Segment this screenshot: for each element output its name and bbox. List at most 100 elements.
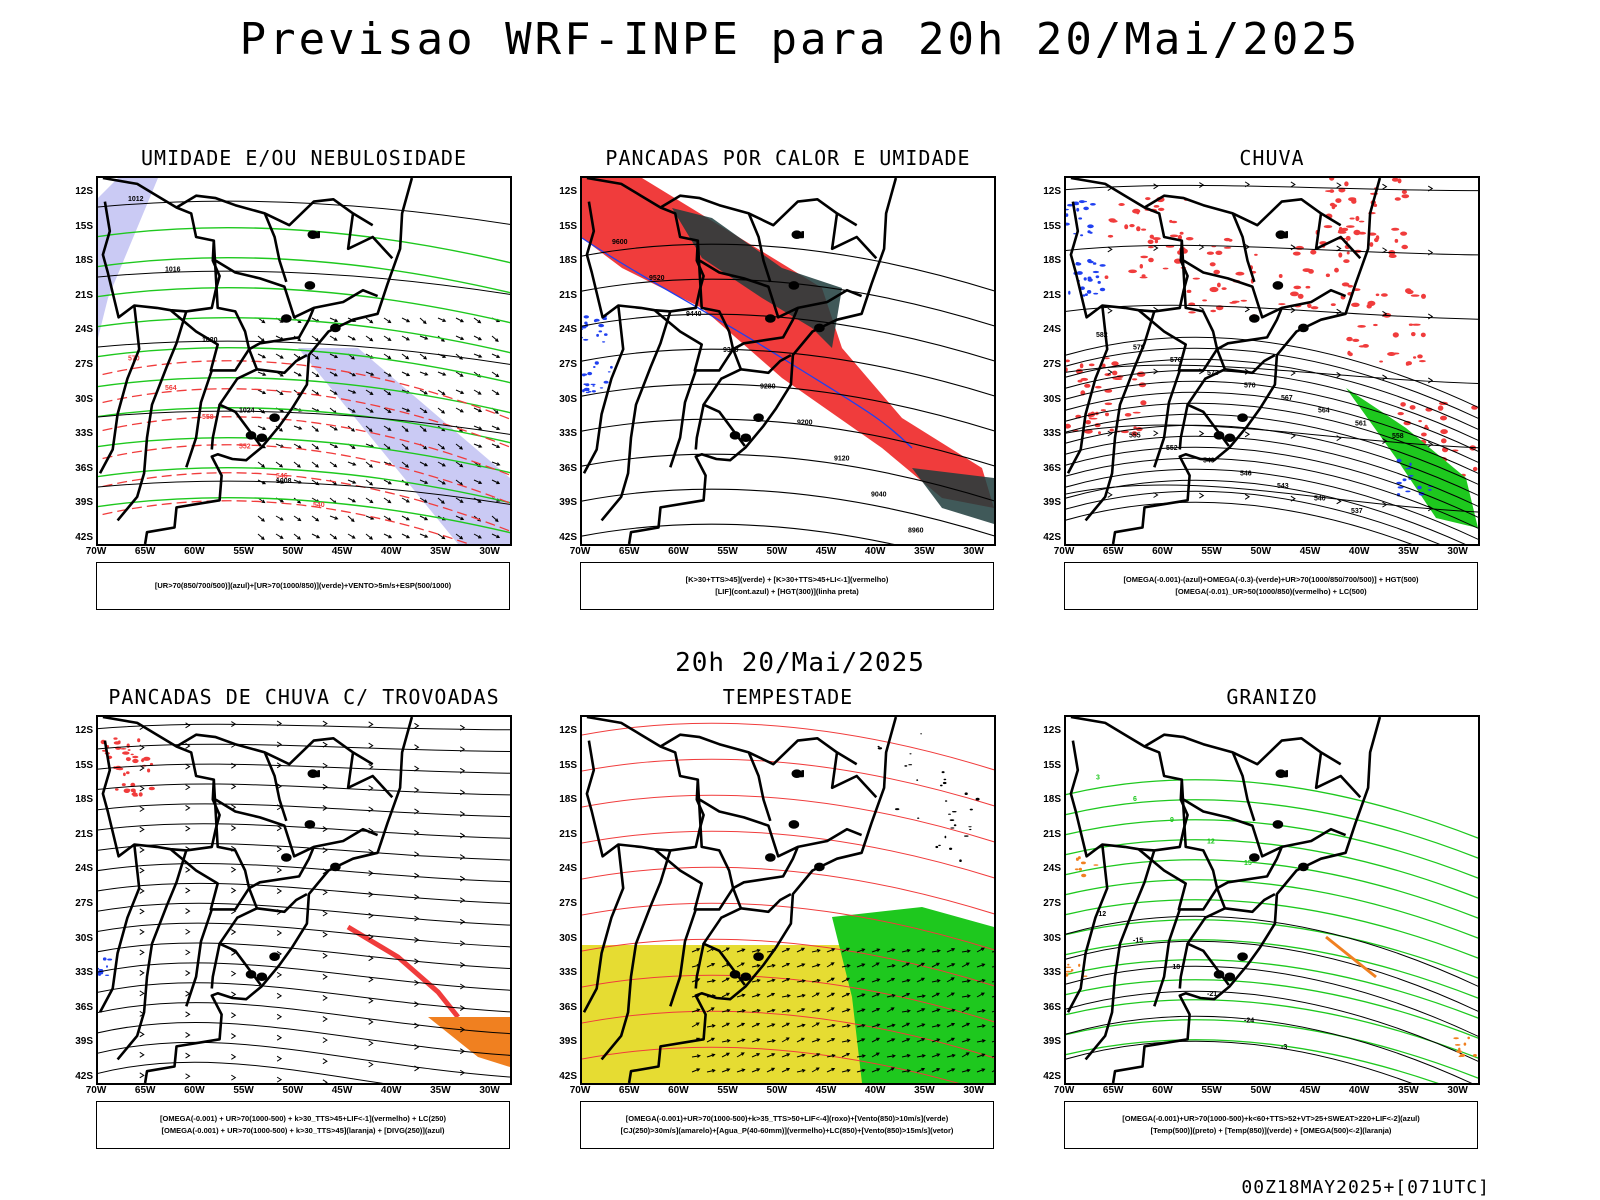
wind-vector [961,1007,970,1013]
flow-arrow [414,829,420,836]
wind-vector [383,533,393,539]
flow-arrow [185,825,191,832]
flow-arrow [368,742,374,749]
precipitable-water-contours-line [582,902,994,951]
political-border [210,404,221,450]
geopotential-300-contours-line [582,278,994,327]
thunderstorm-areas-cell [140,759,145,762]
wind-vector [976,1024,986,1028]
wind-vector [419,479,429,484]
weak-omega-spots-cell [1095,275,1100,279]
legend-line: [CJ(250)>30m/s](amarelo)+[Agua_P(40-60mm… [620,1126,954,1135]
political-border [218,348,262,447]
wind-vector [455,407,464,413]
political-border [659,194,858,227]
lat-tick-label: 15S [75,759,93,771]
wind-vector [886,1054,896,1058]
political-border [732,307,800,351]
wind-arrow-marks-cell [950,827,955,829]
wind-vector [961,979,971,983]
wind-vector [826,977,835,983]
lat-tick-label: 30S [1043,393,1061,405]
lake [1275,769,1287,778]
flow-arrow [185,887,191,894]
wind-vector [419,425,427,433]
rain-omega-areas-cell [1235,271,1245,276]
rain-omega-areas-cell [1325,273,1330,278]
contour-label: 1024 [239,408,255,415]
lon-tick-label: 40W [380,1085,402,1096]
political-border [1216,307,1284,351]
wind-arrow-marks-cell [948,813,951,815]
wind-vector [991,995,994,998]
rain-omega-areas-cell [1420,332,1426,338]
contour-label: 564 [165,385,177,392]
lifted-index-spots-cell [585,383,590,387]
contour-label: 1008 [276,478,292,485]
lake [307,769,319,778]
lat-tick-label: 12S [75,186,93,197]
streamline [98,823,510,839]
flow-arrow [1382,438,1388,444]
geopotential-300-contours-line [582,418,994,467]
flow-arrow [185,804,191,811]
lat-tick-label: 21S [1043,289,1061,301]
political-border [694,943,705,989]
rain-omega-areas-cell [1185,237,1194,241]
weak-omega-spots-cell [1068,290,1071,295]
rain-omega-areas-cell [1107,234,1114,238]
wind-vector [419,317,427,325]
wind-vector [916,962,926,968]
rain-omega-areas-cell [1066,367,1068,372]
rain-omega-areas-cell [1132,208,1141,214]
wind-vector [721,1022,731,1028]
wind-vector [329,389,338,395]
flow-arrow [1336,182,1342,189]
flow-arrow [1382,310,1388,317]
pressure-contours-line [98,270,510,295]
lat-tick-label: 36S [75,1001,93,1013]
contour-label: 8960 [908,528,924,535]
lon-tick-label: 35W [1398,546,1419,557]
divergence-spots [98,957,113,976]
political-border [1178,404,1189,450]
thunderstorm-areas-cell [147,768,151,773]
rain-omega-areas-cell [1347,284,1354,288]
streamline [98,882,510,904]
flow-arrow [185,949,191,956]
temp-850-contours-line [1066,839,1478,899]
flow-arrow [276,1013,283,1020]
rain-omega-areas-cell [1209,262,1216,267]
weak-omega-spots-cell [1090,203,1096,206]
lon-tick-label: 55W [717,1085,738,1096]
rain-omega-areas-cell [1132,411,1141,414]
legend-line: [OMEGA(-0.01)_UR>50(1000/850)(vermelho) … [1175,587,1367,596]
wind-vector [946,1008,956,1013]
wind-vector [916,994,926,998]
wind-vector [751,1038,761,1043]
low-level-humidity-contours-line [98,466,510,504]
wind-vector [419,371,429,376]
geopotential-300-contours-line [582,453,994,502]
contour-label: 9040 [871,492,887,499]
flow-arrow [459,724,466,731]
rain-omega-areas-cell [1408,323,1413,326]
lon-tick-label: 70W [85,546,107,557]
streamline [1066,484,1478,513]
flow-arrow [139,888,145,894]
thunderstorm-areas-cell [121,783,126,787]
contour-label: 3 [1096,775,1100,782]
flow-arrow [414,1065,420,1072]
rain-omega-areas-cell [1206,251,1214,255]
contour-label: 549 [1203,458,1215,465]
political-border [699,798,863,858]
wind-vector [901,1053,911,1058]
wind-vector [751,993,761,998]
flow-arrow [276,1034,283,1041]
rain-omega-areas-cell [1418,360,1426,363]
wind-vector [856,1038,866,1043]
wind-vector [946,1053,956,1058]
low-level-humidity-contours-line [98,286,510,324]
